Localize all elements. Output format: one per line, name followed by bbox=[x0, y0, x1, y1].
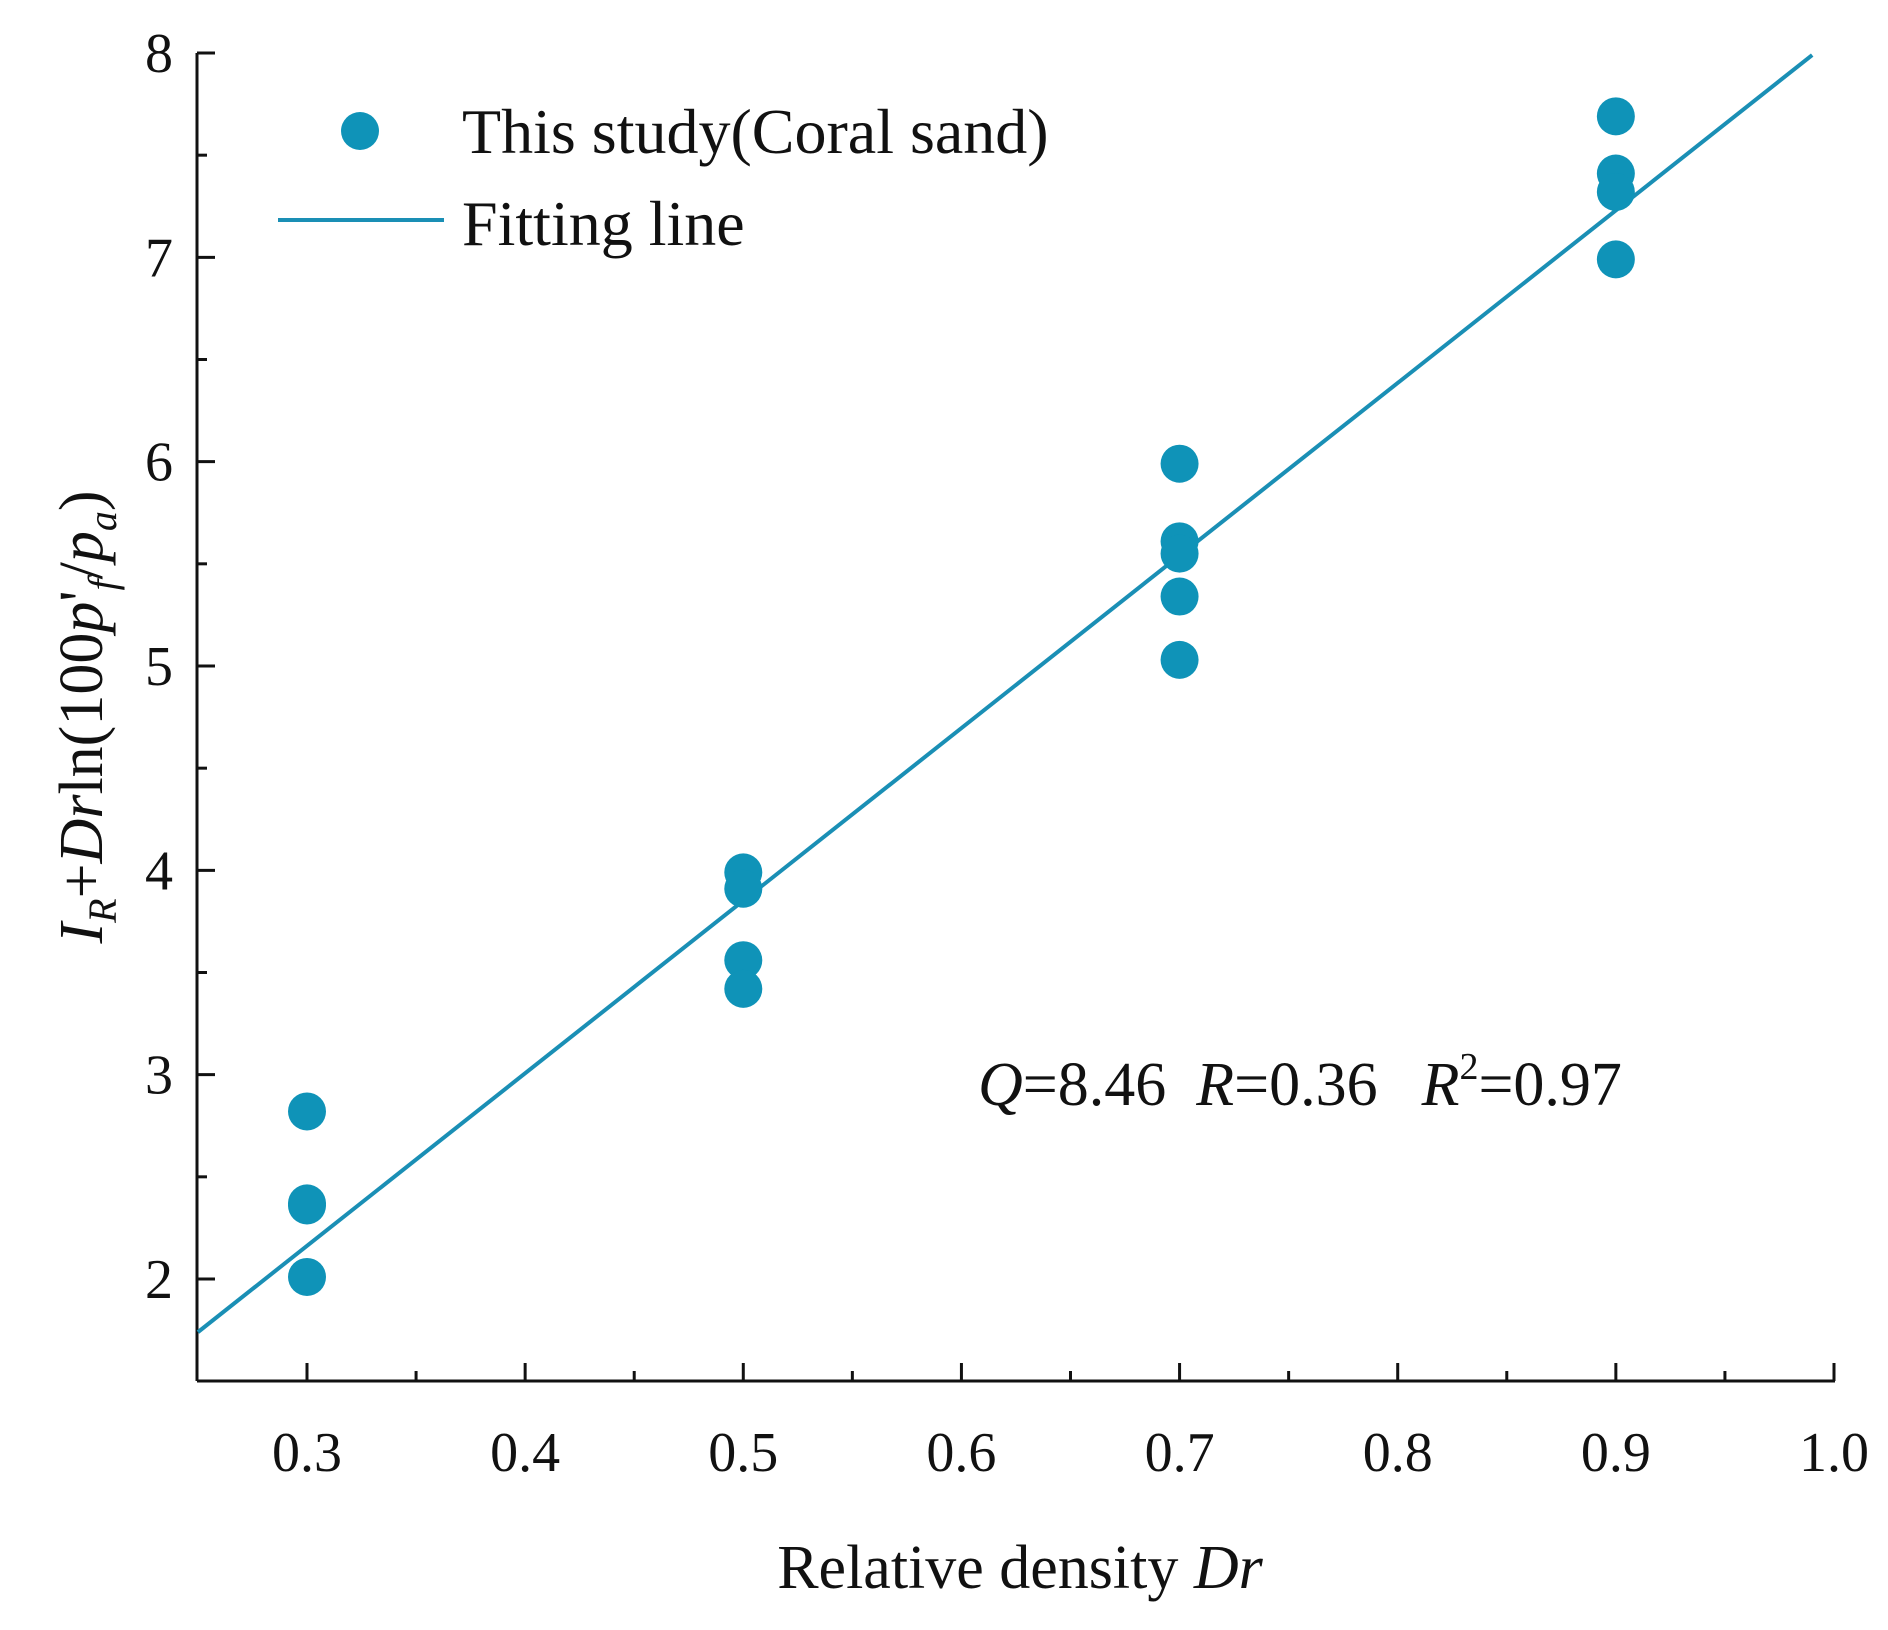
y-title-I-sub: R bbox=[80, 898, 125, 923]
scatter-point bbox=[1160, 577, 1199, 616]
annot-r2-superscript: 2 bbox=[1459, 1046, 1478, 1088]
x-tick-label: 0.5 bbox=[708, 1422, 778, 1484]
x-axis-ticks: 0.3 0.4 0.5 0.6 0.7 0.8 0.9 1.0 bbox=[272, 1363, 1869, 1484]
y-tick-label: 5 bbox=[145, 636, 173, 698]
y-title-I: I bbox=[48, 920, 116, 945]
y-tick-label: 4 bbox=[145, 840, 173, 902]
legend: This study(Coral sand) Fitting line bbox=[278, 96, 1049, 259]
annot-r-value: =0.36 bbox=[1234, 1051, 1377, 1119]
legend-marker-scatter bbox=[341, 112, 379, 150]
scatter-point bbox=[724, 869, 763, 908]
y-title-ln: ln(100 bbox=[48, 633, 116, 795]
y-tick-label: 7 bbox=[145, 227, 173, 289]
scatter-point bbox=[724, 969, 763, 1008]
x-tick-label: 0.7 bbox=[1145, 1422, 1215, 1484]
y-title-prime: ' bbox=[48, 591, 116, 602]
x-tick-label: 0.4 bbox=[490, 1422, 560, 1484]
y-title-pa-sub: a bbox=[80, 511, 125, 531]
x-tick-label: 0.6 bbox=[926, 1422, 996, 1484]
scatter-point bbox=[1160, 444, 1199, 483]
y-title-Dr: Dr bbox=[48, 794, 116, 865]
scatter-point bbox=[1596, 240, 1635, 279]
x-tick-label: 0.8 bbox=[1363, 1422, 1433, 1484]
y-title-plus: + bbox=[48, 863, 116, 898]
annot-r2-symbol: R bbox=[1421, 1051, 1460, 1119]
annot-r-symbol: R bbox=[1195, 1051, 1234, 1119]
scatter-point bbox=[1160, 534, 1199, 573]
annot-r2-value: =0.97 bbox=[1478, 1051, 1621, 1119]
x-tick-label: 0.3 bbox=[272, 1422, 342, 1484]
y-tick-label: 6 bbox=[145, 432, 173, 494]
fitting-line bbox=[196, 53, 1814, 1334]
y-axis-title: IR+Drln(100p'f/pa) bbox=[48, 490, 125, 944]
annot-q-symbol: Q bbox=[978, 1051, 1023, 1119]
y-axis-ticks: 2 3 4 5 6 7 8 bbox=[145, 23, 215, 1311]
x-axis-title-plain: Relative density bbox=[777, 1534, 1194, 1602]
y-tick-label: 2 bbox=[145, 1249, 173, 1311]
x-tick-label: 0.9 bbox=[1581, 1422, 1651, 1484]
scatter-point bbox=[1596, 172, 1635, 211]
y-title-pa: p bbox=[48, 531, 116, 566]
fit-annotation: Q=8.46 R=0.36 R2=0.97 bbox=[978, 1046, 1622, 1119]
scatter-point bbox=[288, 1257, 326, 1296]
y-tick-label: 8 bbox=[145, 23, 173, 85]
x-axis-title: Relative density Dr bbox=[777, 1534, 1263, 1602]
y-tick-label: 3 bbox=[145, 1045, 173, 1107]
annot-q-value: =8.46 bbox=[1023, 1051, 1166, 1119]
scatter-point bbox=[724, 941, 763, 980]
y-title-close: ) bbox=[48, 490, 116, 511]
scatter-point bbox=[1596, 97, 1635, 136]
x-tick-label: 1.0 bbox=[1799, 1422, 1869, 1484]
legend-label-scatter: This study(Coral sand) bbox=[462, 96, 1049, 167]
legend-label-line: Fitting line bbox=[462, 188, 745, 259]
scatter-point bbox=[1160, 640, 1199, 679]
y-title-p: p bbox=[48, 602, 116, 637]
scatter-point bbox=[288, 1186, 326, 1225]
y-title-slash: / bbox=[48, 561, 116, 579]
x-axis-title-italic: Dr bbox=[1193, 1534, 1264, 1602]
scatter-points bbox=[288, 97, 1635, 1296]
scatter-point bbox=[288, 1092, 326, 1131]
